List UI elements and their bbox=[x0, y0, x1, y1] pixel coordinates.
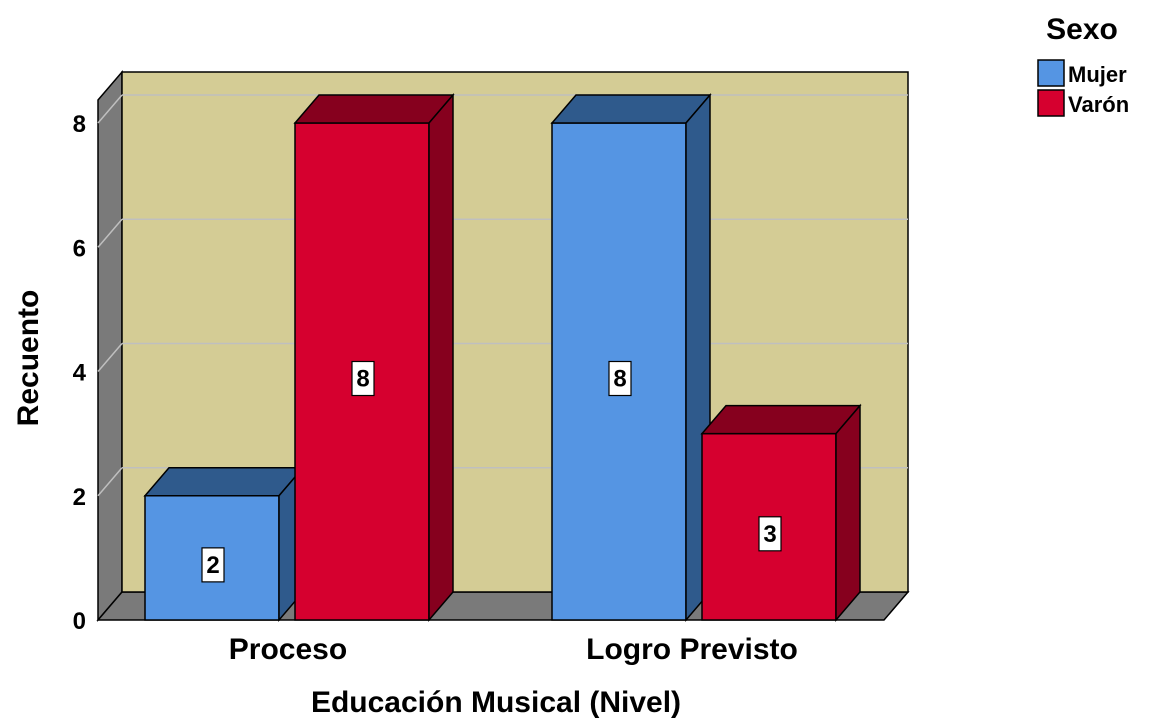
bar-top bbox=[550, 94, 712, 124]
x-category-label: Logro Previsto bbox=[586, 633, 798, 666]
data-label: 8 bbox=[351, 360, 375, 397]
legend-item-mujer: Mujer bbox=[1037, 59, 1127, 87]
y-tick-label: 0 bbox=[73, 608, 86, 635]
bar-mujer-0 bbox=[143, 465, 305, 623]
y-tick-label: 8 bbox=[73, 111, 86, 138]
bar-side bbox=[835, 403, 861, 623]
data-label-box bbox=[758, 516, 782, 552]
y-tick-label: 2 bbox=[73, 484, 86, 511]
data-label-text: 8 bbox=[613, 366, 626, 393]
x-category-label: Proceso bbox=[229, 633, 347, 666]
data-labels: 2 8 8 3 bbox=[201, 360, 782, 583]
gridline bbox=[97, 343, 123, 372]
data-label-text: 8 bbox=[356, 366, 369, 393]
data-label-box bbox=[201, 547, 225, 583]
legend-label: Mujer bbox=[1068, 62, 1127, 87]
gridline bbox=[97, 467, 123, 497]
legend-item-varón: Varón bbox=[1037, 89, 1129, 117]
data-label: 8 bbox=[608, 360, 632, 397]
plot-side-wall bbox=[97, 69, 123, 623]
bar-top bbox=[293, 94, 455, 124]
gridline bbox=[97, 94, 123, 124]
bar-top bbox=[143, 467, 305, 497]
x-axis-categories: Proceso Logro Previsto bbox=[229, 633, 798, 666]
gridline bbox=[97, 218, 123, 248]
data-label: 2 bbox=[201, 547, 225, 583]
legend-label: Varón bbox=[1068, 92, 1129, 117]
bar-side bbox=[428, 92, 454, 623]
legend-swatch bbox=[1037, 89, 1065, 117]
bar-varón-0 bbox=[293, 92, 455, 623]
bar-mujer-1 bbox=[550, 92, 712, 623]
bar-varón-1 bbox=[700, 403, 862, 623]
data-label-text: 2 bbox=[206, 552, 219, 579]
y-axis-title: Recuento bbox=[12, 290, 45, 427]
data-label-box bbox=[608, 360, 632, 397]
data-label-box bbox=[351, 360, 375, 397]
legend-swatch bbox=[1037, 59, 1065, 87]
legend-title: Sexo bbox=[1046, 13, 1118, 46]
y-tick-label: 6 bbox=[73, 235, 86, 262]
data-label-text: 3 bbox=[763, 521, 776, 548]
legend: Mujer Varón bbox=[1037, 59, 1129, 117]
y-tick-label: 4 bbox=[73, 360, 87, 387]
y-axis-ticks: 0 2 4 6 8 bbox=[73, 111, 87, 635]
x-axis-title: Educación Musical (Nivel) bbox=[311, 686, 681, 719]
bar-top bbox=[700, 404, 862, 435]
data-label: 3 bbox=[758, 516, 782, 552]
